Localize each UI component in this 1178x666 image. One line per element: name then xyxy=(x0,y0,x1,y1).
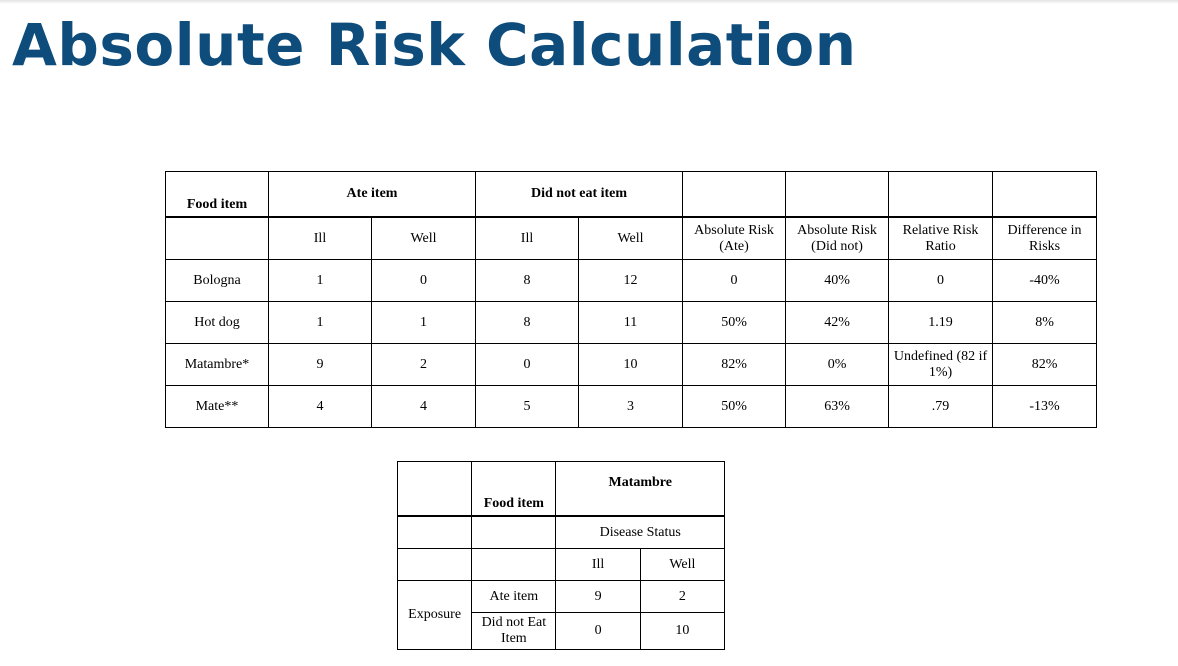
header-empty-cell xyxy=(682,171,787,218)
table-row: Bologna 1 0 8 12 0 40% 0 -40% xyxy=(165,259,1098,302)
not-well-count: 12 xyxy=(578,259,684,302)
not-well-count: 11 xyxy=(578,301,684,344)
food-name: Bologna xyxy=(165,259,269,302)
subheader-relative-risk-ratio: Relative Risk Ratio xyxy=(888,216,994,260)
subheader-absolute-risk-did-not: Absolute Risk (Did not) xyxy=(785,216,890,260)
ate-ill-count: 1 xyxy=(268,301,372,344)
relative-risk-ratio: Undefined (82 if 1%) xyxy=(888,343,994,386)
absolute-risk-ate: 50% xyxy=(682,385,787,428)
food-name: Mate** xyxy=(165,385,269,428)
ate-ill-count: 4 xyxy=(268,385,372,428)
ill-label: Ill xyxy=(555,548,641,581)
subheader-ate-ill: Ill xyxy=(268,216,372,260)
difference-in-risks: -40% xyxy=(992,259,1098,302)
page-title: Absolute Risk Calculation xyxy=(12,11,857,79)
well-count: 10 xyxy=(639,612,726,650)
absolute-risk-table: Food item Ate item Did not eat item Ill … xyxy=(165,171,1098,428)
table-row: Ill Well xyxy=(396,548,726,581)
exposure-row-label: Ate item xyxy=(471,580,557,613)
subheader-empty-cell xyxy=(165,216,269,260)
exposure-label: Exposure xyxy=(396,580,473,650)
relative-risk-ratio: 1.19 xyxy=(888,301,994,344)
header-empty-cell xyxy=(888,171,994,218)
header-row: Food item Matambre xyxy=(396,461,725,517)
empty-cell xyxy=(471,515,557,549)
table-row: Hot dog 1 1 8 11 50% 42% 1.19 8% xyxy=(165,301,1098,344)
food-name: Matambre* xyxy=(165,343,269,386)
subheader-difference-in-risks: Difference in Risks xyxy=(992,216,1098,260)
food-name: Hot dog xyxy=(165,301,269,344)
well-label: Well xyxy=(639,548,726,581)
absolute-risk-ate: 0 xyxy=(682,259,787,302)
table-row: Did not Eat Item 0 10 xyxy=(398,612,726,650)
header-matambre: Matambre xyxy=(555,461,725,517)
matambre-exposure-table: Food item Matambre Disease Status Ill We… xyxy=(396,461,726,650)
relative-risk-ratio: .79 xyxy=(888,385,994,428)
exposure-row-label: Did not Eat Item xyxy=(471,612,557,650)
ate-well-count: 1 xyxy=(370,301,477,344)
not-well-count: 3 xyxy=(578,385,684,428)
subheader-not-well: Well xyxy=(578,216,684,260)
absolute-risk-did-not: 42% xyxy=(785,301,890,344)
subheader-ate-well: Well xyxy=(370,216,477,260)
header-ate-item: Ate item xyxy=(267,171,477,218)
not-well-count: 10 xyxy=(578,343,684,386)
absolute-risk-did-not: 63% xyxy=(785,385,890,428)
header-empty-cell xyxy=(992,171,1098,218)
ate-well-count: 4 xyxy=(370,385,477,428)
not-ill-count: 8 xyxy=(475,259,580,302)
absolute-risk-did-not: 40% xyxy=(785,259,890,302)
subheader-row: Ill Well Ill Well Absolute Risk (Ate) Ab… xyxy=(165,216,1098,260)
empty-cell xyxy=(471,548,557,581)
header-empty-cell xyxy=(785,171,890,218)
header-row: Food item Ate item Did not eat item xyxy=(165,171,1098,218)
ate-ill-count: 9 xyxy=(268,343,372,386)
header-empty-cell xyxy=(396,461,473,517)
ill-count: 9 xyxy=(555,580,641,613)
ate-well-count: 2 xyxy=(370,343,477,386)
ate-well-count: 0 xyxy=(370,259,477,302)
well-count: 2 xyxy=(639,580,726,613)
relative-risk-ratio: 0 xyxy=(888,259,994,302)
table-row: Matambre* 9 2 0 10 82% 0% Undefined (82 … xyxy=(165,343,1098,386)
header-food-item: Food item xyxy=(471,461,557,517)
header-food-item: Food item xyxy=(165,171,269,218)
subheader-not-ill: Ill xyxy=(475,216,580,260)
absolute-risk-ate: 82% xyxy=(682,343,787,386)
table-row: Mate** 4 4 5 3 50% 63% .79 -13% xyxy=(165,385,1098,428)
header-did-not-eat-item: Did not eat item xyxy=(475,171,684,218)
ill-count: 0 xyxy=(555,612,641,650)
absolute-risk-did-not: 0% xyxy=(785,343,890,386)
empty-cell xyxy=(396,515,473,549)
subheader-absolute-risk-ate: Absolute Risk (Ate) xyxy=(682,216,787,260)
not-ill-count: 8 xyxy=(475,301,580,344)
absolute-risk-ate: 50% xyxy=(682,301,787,344)
not-ill-count: 0 xyxy=(475,343,580,386)
difference-in-risks: -13% xyxy=(992,385,1098,428)
difference-in-risks: 82% xyxy=(992,343,1098,386)
not-ill-count: 5 xyxy=(475,385,580,428)
ate-ill-count: 1 xyxy=(268,259,372,302)
table-row: Exposure Ate item 9 2 xyxy=(396,580,726,650)
top-shadow-bar xyxy=(0,0,1178,4)
table-row: Disease Status xyxy=(396,515,725,549)
difference-in-risks: 8% xyxy=(992,301,1098,344)
empty-cell xyxy=(396,548,473,581)
disease-status-label: Disease Status xyxy=(555,515,725,549)
